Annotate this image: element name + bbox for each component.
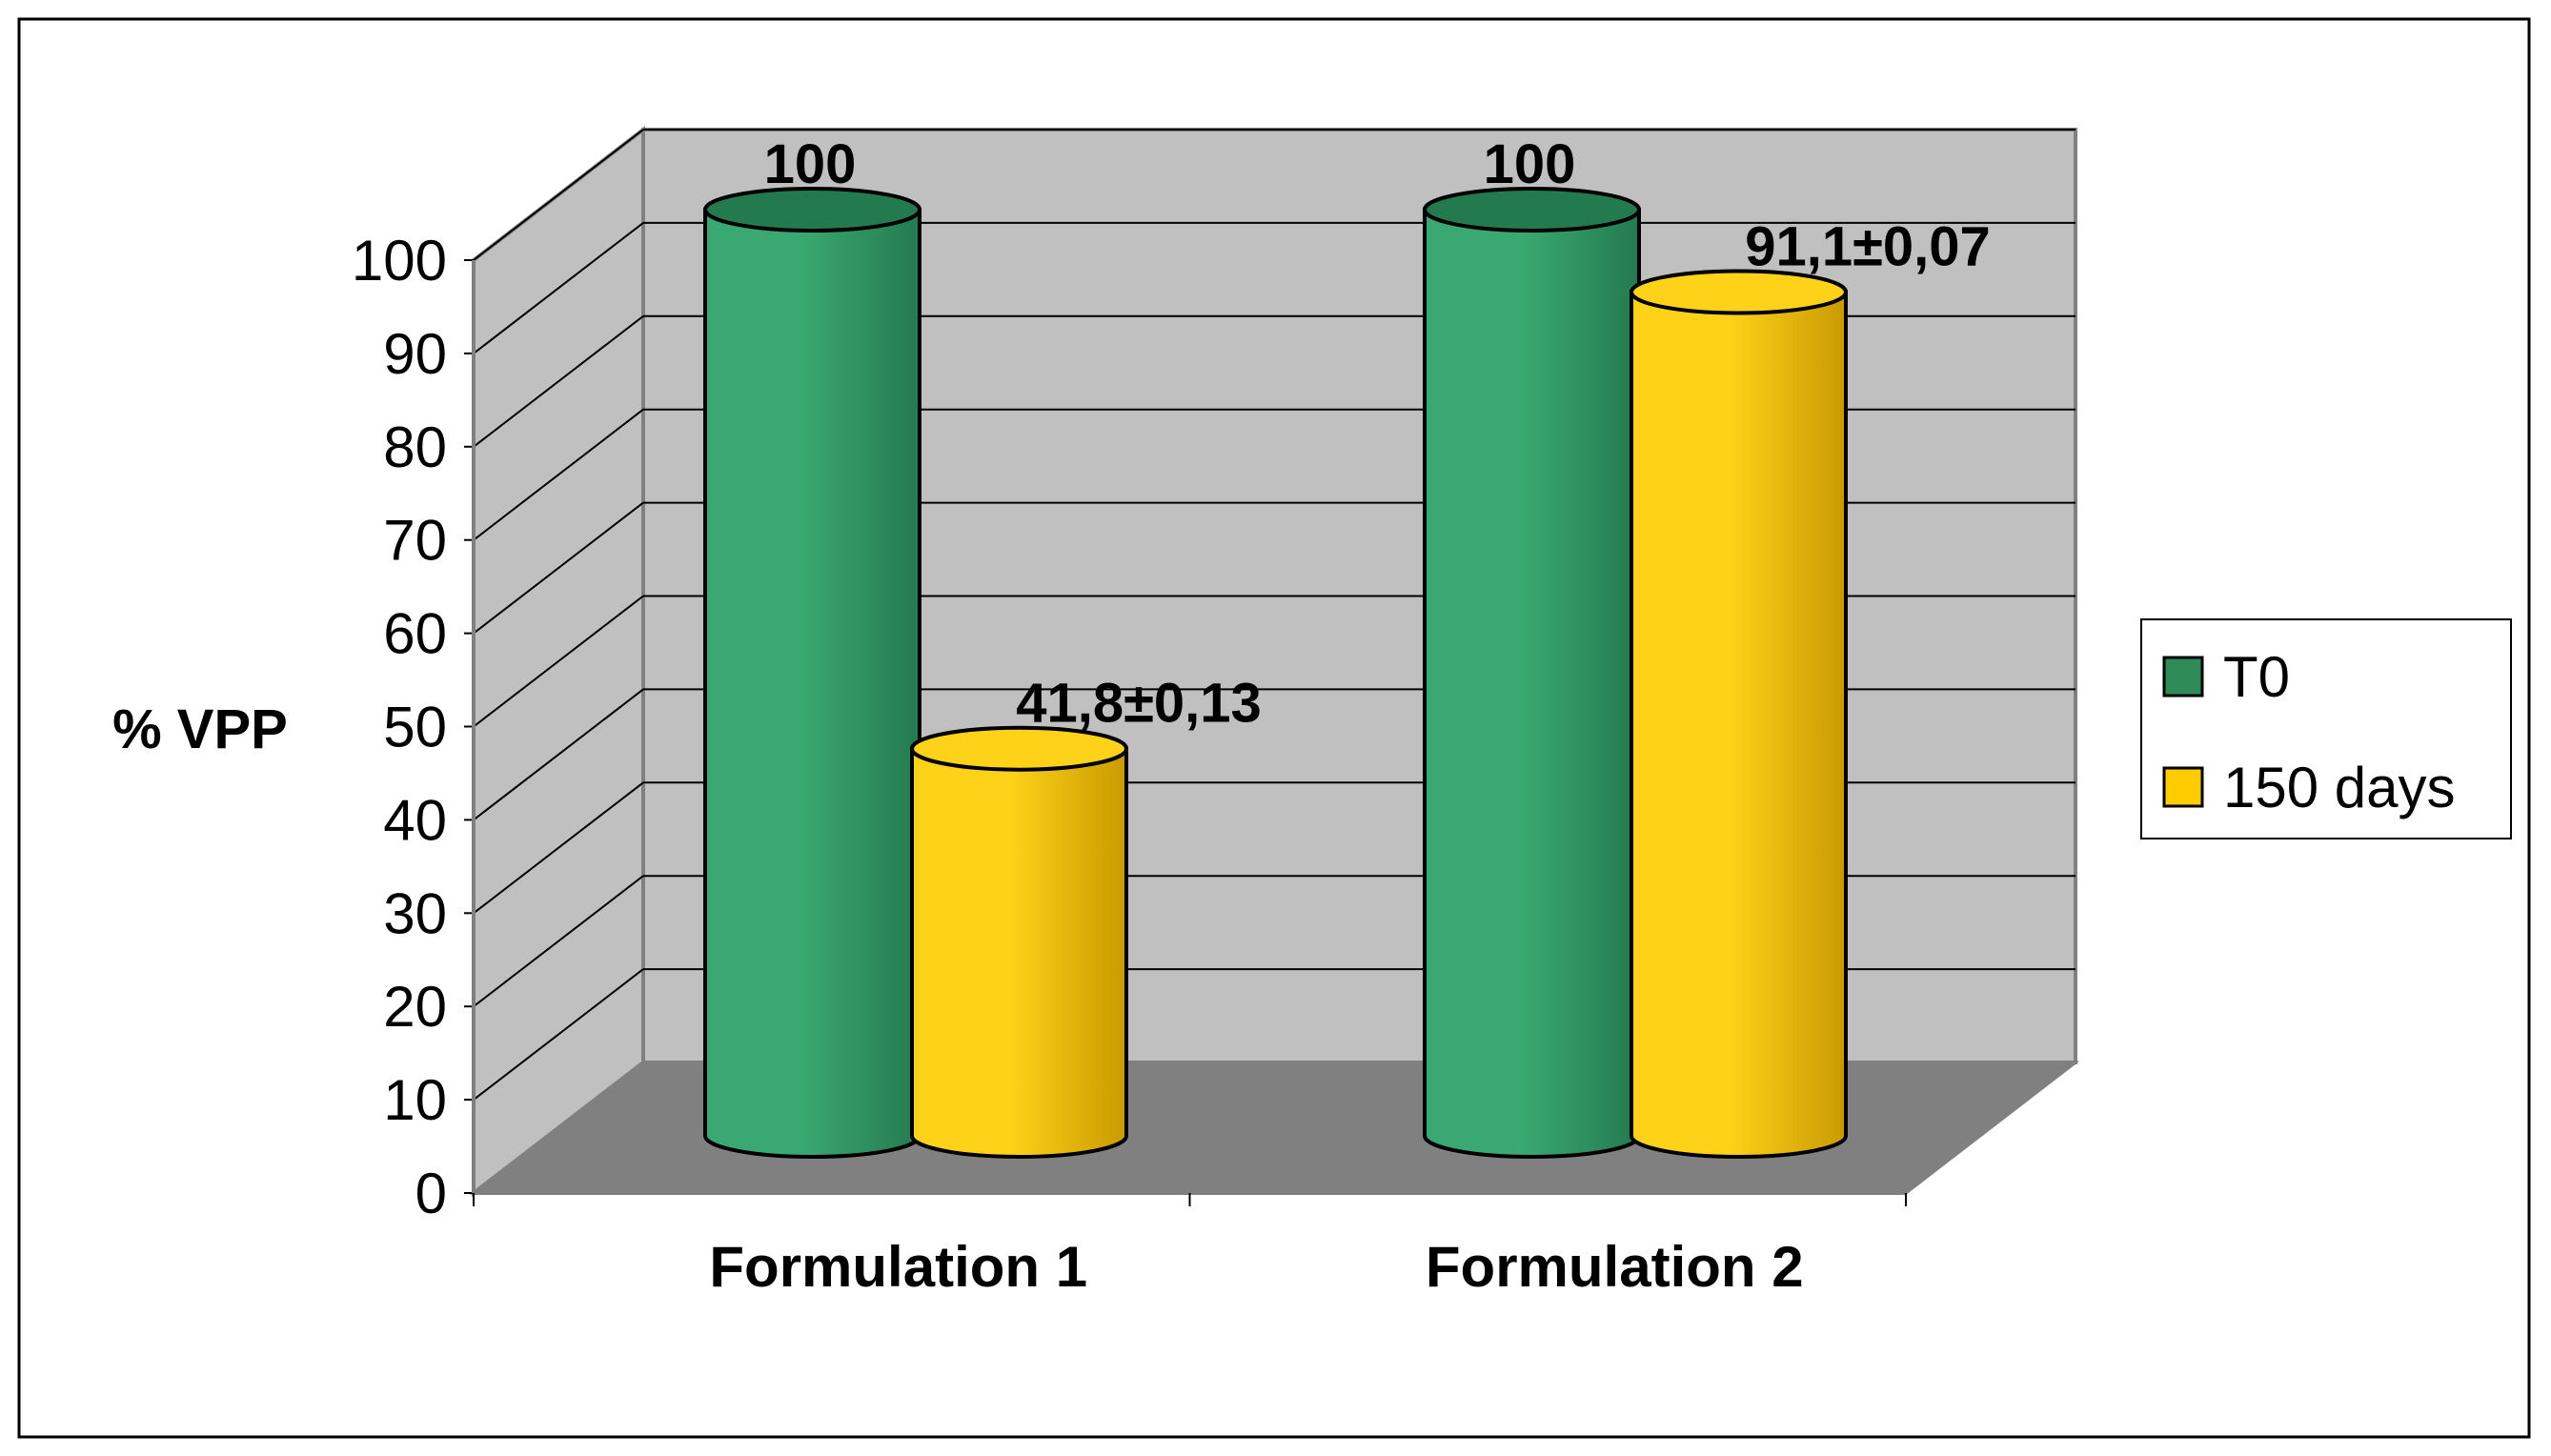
grid-line-side: [473, 408, 644, 541]
y-axis-label: % VPP: [112, 698, 288, 760]
labels-layer: 100 41,8±0,13 100 91,1±0,07: [764, 133, 1991, 735]
legend-swatch-150-days: [2162, 766, 2204, 808]
bar-body: [910, 746, 1128, 1159]
bar-150-days-1: [910, 725, 1128, 1159]
grid-line-side: [473, 222, 644, 354]
grid-line-side: [473, 688, 644, 821]
y-tick-label: 90: [383, 322, 447, 386]
bar-top: [703, 187, 921, 233]
y-tick-label: 80: [383, 415, 447, 479]
y-tick-label: 40: [383, 788, 447, 852]
bar-top: [910, 725, 1128, 772]
grid-line-side: [473, 968, 644, 1101]
axis-layer: 0 10 20 30 40 50 60 70 80 90 100 Formulation 1 Formu…: [352, 229, 2076, 1299]
y-tick-label: 70: [383, 509, 447, 573]
grid-line-side: [473, 595, 644, 728]
data-label: 41,8±0,13: [1016, 673, 1262, 735]
grid-line-side: [473, 501, 644, 635]
bar-top: [1630, 269, 1848, 315]
legend: T0 150 days: [2140, 618, 2512, 839]
bar-150-days-2: [1630, 269, 1848, 1159]
y-tick-label: 20: [383, 975, 447, 1039]
y-tick-label: 100: [352, 229, 447, 293]
data-label: 100: [764, 133, 857, 195]
bar-body: [1630, 290, 1848, 1159]
bar-body: [703, 208, 921, 1159]
data-label: 91,1±0,07: [1745, 216, 1991, 278]
x-category-label: Formulation 1: [709, 1235, 1087, 1299]
bar-t0-1: [703, 187, 921, 1159]
y-tick-label: 60: [383, 602, 447, 666]
bar-body: [1423, 208, 1641, 1159]
x-category-label: Formulation 2: [1426, 1235, 1804, 1299]
legend-swatch-t0: [2162, 656, 2204, 698]
y-tick-label: 50: [383, 696, 447, 759]
y-tick-label: 0: [415, 1162, 447, 1225]
grid-line-side: [473, 315, 644, 448]
legend-label-150-days: 150 days: [2223, 756, 2456, 819]
grid-line-side: [473, 875, 644, 1007]
y-tick-label: 30: [383, 881, 447, 945]
grid-line-side: [473, 129, 644, 261]
bar-top: [1423, 187, 1641, 233]
bars-layer: [703, 187, 1848, 1159]
y-tick-label: 10: [383, 1068, 447, 1132]
bar-t0-2: [1423, 187, 1641, 1159]
grid-line-side: [473, 781, 644, 915]
legend-label-t0: T0: [2223, 645, 2290, 709]
data-label: 100: [1484, 133, 1576, 195]
floor-right-edge: [1905, 1061, 2076, 1195]
